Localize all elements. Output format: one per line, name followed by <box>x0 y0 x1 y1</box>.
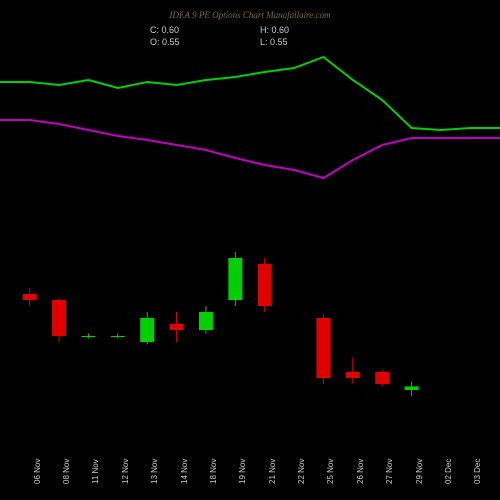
x-tick-label: 27 Nov <box>385 459 393 484</box>
candle <box>228 258 242 300</box>
candle <box>81 336 95 337</box>
x-tick-label: 03 Dec <box>473 459 481 484</box>
x-axis-labels: 06 Nov 08 Nov 11 Nov 12 Nov 13 Nov 14 Nov 18 N… <box>0 442 500 492</box>
x-tick-label: 21 Nov <box>268 459 276 484</box>
x-tick-label: 19 Nov <box>238 459 246 484</box>
x-tick-label: 18 Nov <box>209 459 217 484</box>
candle <box>111 336 125 337</box>
chart-container: IDEA 9 PE Options Chart Munafallaire.com… <box>0 0 500 500</box>
candle <box>316 318 330 378</box>
x-tick-label: 29 Nov <box>415 459 423 484</box>
candle <box>23 294 37 300</box>
info-open: O: 0.55 <box>150 37 180 49</box>
candle <box>52 300 66 336</box>
chart-title: IDEA 9 PE Options Chart Munafallaire.com <box>0 10 500 20</box>
info-high: H: 0.60 <box>260 25 289 37</box>
candle <box>140 318 154 342</box>
x-tick-label: 22 Nov <box>297 459 305 484</box>
candle <box>199 312 213 330</box>
x-tick-label: 02 Dec <box>444 459 452 484</box>
candle <box>375 372 389 384</box>
candle <box>170 324 184 330</box>
info-low: L: 0.55 <box>260 37 288 49</box>
x-tick-label: 06 Nov <box>33 459 41 484</box>
x-tick-label: 14 Nov <box>180 459 188 484</box>
x-tick-label: 12 Nov <box>121 459 129 484</box>
info-close: C: 0.60 <box>150 25 179 37</box>
candle <box>258 264 272 306</box>
candle <box>405 386 419 390</box>
x-tick-label: 11 Nov <box>91 459 99 484</box>
x-tick-label: 25 Nov <box>326 459 334 484</box>
candle <box>346 372 360 378</box>
x-tick-label: 26 Nov <box>356 459 364 484</box>
x-tick-label: 13 Nov <box>150 459 158 484</box>
chart-canvas <box>0 0 500 500</box>
x-tick-label: 08 Nov <box>62 459 70 484</box>
